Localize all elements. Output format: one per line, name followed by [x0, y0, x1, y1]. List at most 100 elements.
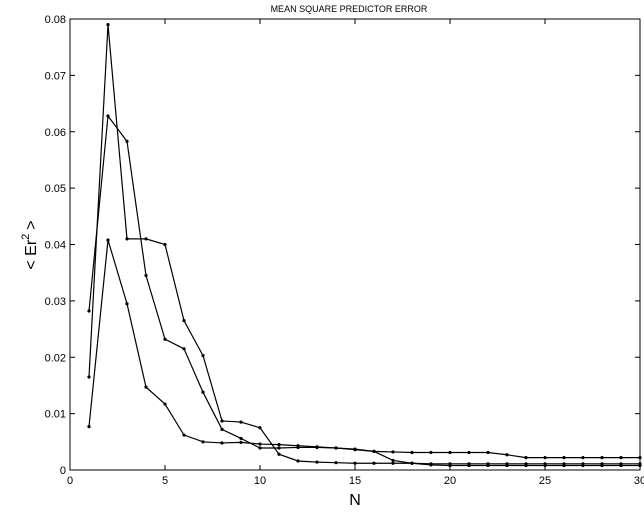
series-1-point [220, 419, 224, 423]
series-2-point [429, 463, 433, 467]
series-3-point [505, 453, 509, 457]
series-1-point [391, 461, 395, 465]
series-3 [87, 238, 642, 460]
series-3-point [391, 450, 395, 454]
series-3-point [524, 455, 528, 460]
series-3-point [410, 450, 414, 455]
series-3-point [163, 402, 167, 406]
series-3-point [87, 424, 91, 429]
y-tick-label: 0.08 [45, 14, 66, 26]
series-3-point [220, 441, 224, 445]
y-axis-label: < Er2 > [20, 220, 40, 269]
series-1-point [163, 242, 167, 247]
plot-frame [69, 18, 641, 471]
series-1-point [296, 459, 300, 463]
series-1-point [277, 452, 281, 456]
y-axis-label-suffix: > [23, 220, 40, 229]
chart-title: MEAN SQUARE PREDICTOR ERROR [271, 4, 428, 14]
series-2-point [467, 463, 471, 468]
series-2-point [239, 436, 243, 441]
series-2-point [258, 446, 262, 450]
series-3-point [562, 455, 566, 460]
x-tick-label: 15 [349, 475, 361, 487]
series-2-point [524, 463, 528, 468]
x-tick-label: 0 [67, 475, 73, 487]
series-2-point [619, 463, 623, 468]
series-1-point [258, 426, 262, 430]
series-2-point [277, 446, 281, 450]
y-tick-label: 0.07 [45, 70, 66, 82]
series-2-point [581, 463, 585, 468]
series-3-point [448, 450, 452, 455]
series-1-point [353, 461, 357, 465]
series-1-point [106, 23, 110, 27]
series-2-point [638, 463, 642, 468]
series-3-point [125, 302, 129, 306]
series-2-point [543, 463, 547, 468]
series-2-point [163, 337, 167, 341]
series-2-point [448, 463, 452, 468]
series-3-point [619, 455, 623, 460]
series-2-point [182, 347, 186, 351]
axis-ticks: 0 5 10 15 20 25 30 0 0.01 0.02 0.03 0.04 0.05 0.06 0.0… [45, 14, 644, 487]
series-3-point [277, 443, 281, 447]
series-3-point [581, 455, 585, 460]
series-1-point [372, 461, 376, 465]
y-tick-label: 0 [60, 465, 66, 477]
series-2-point [562, 463, 566, 468]
series-1-point [315, 460, 319, 464]
y-tick-label: 0.04 [45, 240, 66, 252]
series-1-point [201, 353, 205, 358]
series-3-point [315, 445, 319, 449]
series-2-point [600, 463, 604, 468]
series-1-point [182, 319, 186, 323]
series-3-point [600, 455, 604, 460]
series-2-point [144, 273, 148, 278]
y-axis-label-text: < Er [23, 239, 40, 269]
series-1-point [125, 237, 129, 241]
series-1-point [144, 237, 148, 241]
series-3-point [353, 448, 357, 452]
series-3-point [467, 450, 471, 455]
series-3-point [543, 455, 547, 460]
series-3-point [334, 446, 338, 450]
series-2-point [201, 390, 205, 394]
series-3-point [486, 450, 490, 455]
series-1 [87, 23, 642, 466]
series-3-point [296, 444, 300, 448]
series-2-point [125, 139, 129, 143]
series-2-point [486, 463, 490, 468]
x-tick-label: 30 [634, 475, 644, 487]
x-tick-label: 10 [254, 475, 266, 487]
x-tick-label: 20 [444, 475, 456, 487]
y-tick-label: 0.01 [45, 409, 66, 421]
series-2-point [505, 463, 509, 468]
y-axis-label-group: < Er2 > [20, 220, 40, 269]
series-3-point [239, 440, 243, 444]
x-axis-label: N [349, 492, 361, 509]
series-2-point [220, 427, 224, 432]
series-2-point [391, 458, 395, 463]
y-tick-label: 0.05 [45, 183, 66, 195]
series-3-point [258, 442, 262, 446]
series-3-point [144, 385, 148, 389]
y-axis-label-superscript: 2 [20, 234, 32, 240]
series-3-line [88, 239, 640, 459]
series-1-point [239, 420, 243, 424]
series-3-point [372, 449, 376, 453]
series-1-line [88, 24, 640, 465]
series-1-point [87, 375, 91, 379]
series-2-line [88, 114, 640, 467]
series-layer [87, 23, 642, 468]
series-1-point [334, 461, 338, 465]
x-tick-label: 5 [162, 475, 168, 487]
series-2-point [87, 309, 91, 313]
series-3-point [201, 440, 205, 444]
series-3-point [182, 433, 186, 437]
y-tick-label: 0.02 [45, 352, 66, 364]
series-2-point [106, 114, 110, 118]
series-3-point [429, 450, 433, 455]
series-3-point [638, 455, 642, 460]
y-tick-label: 0.03 [45, 296, 66, 308]
